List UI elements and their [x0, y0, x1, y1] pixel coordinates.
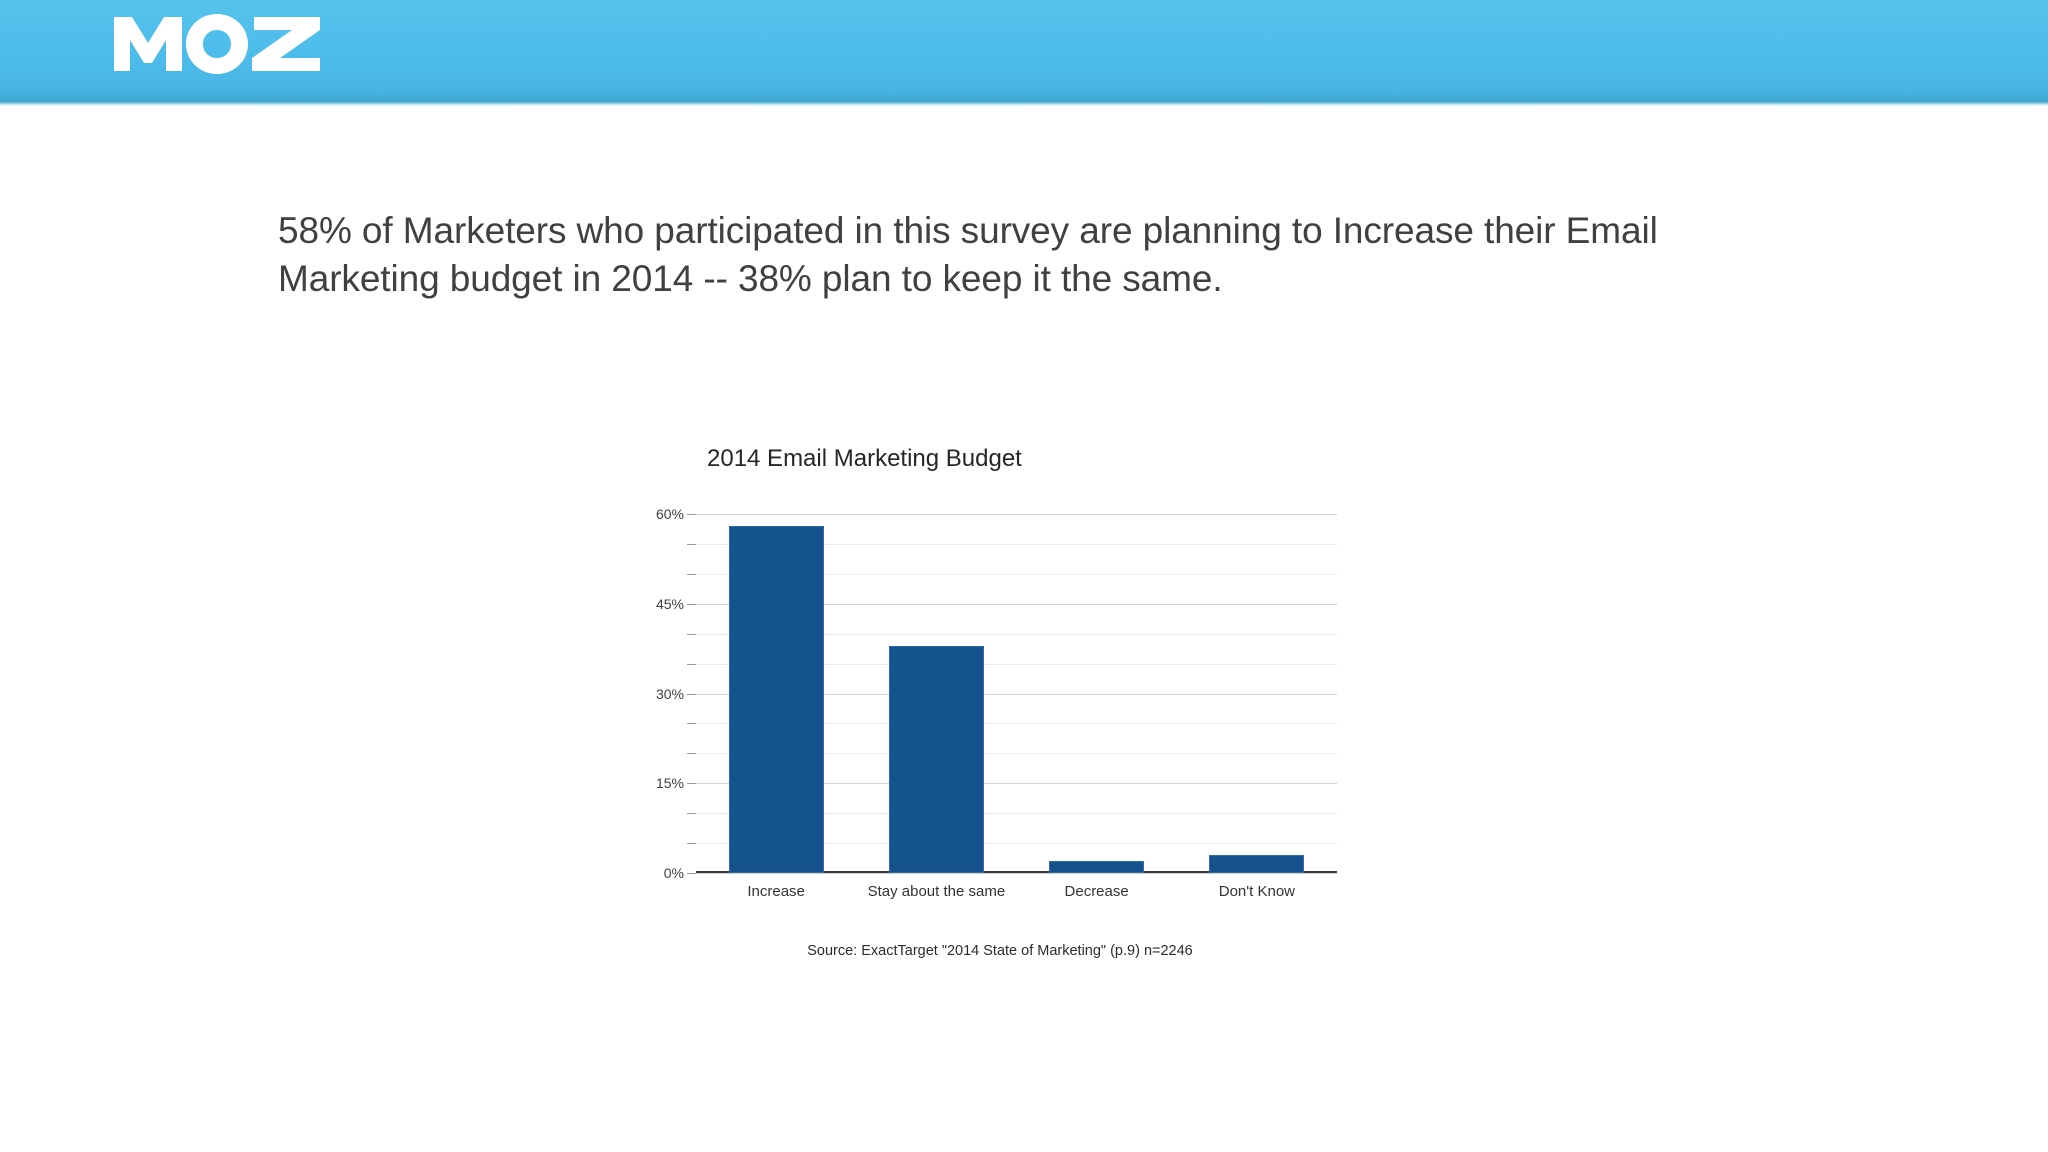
x-axis-label: Stay about the same: [867, 883, 1006, 900]
y-axis-tick: [687, 543, 696, 545]
y-axis-tick-label: 45%: [655, 595, 684, 612]
moz-logo[interactable]: [112, 13, 324, 75]
gridline-minor: [696, 573, 1337, 575]
y-axis-tick-label: 30%: [655, 685, 684, 702]
gridline-major: [696, 603, 1337, 605]
gridline-minor: [696, 843, 1337, 845]
y-axis-tick: [687, 633, 696, 635]
chart-container: 2014 Email Marketing Budget 0% 15% 30% 45% 6…: [640, 430, 1360, 970]
x-axis-label: Don't Know: [1218, 883, 1295, 900]
gridline-minor: [696, 663, 1337, 665]
gridline-major: [696, 873, 1337, 874]
y-axis-tick: [687, 813, 696, 815]
gridline-minor: [696, 633, 1337, 635]
y-axis-tick: [687, 693, 696, 695]
gridline-minor: [696, 543, 1337, 545]
y-axis-tick: [687, 723, 696, 725]
y-axis-tick-label: 0%: [663, 865, 684, 881]
header-band: [0, 0, 2048, 101]
gridline-major: [696, 783, 1337, 785]
y-axis-labels: 0% 15% 30% 45% 60%: [640, 506, 684, 881]
y-axis-tick-label: 60%: [655, 506, 684, 522]
plot-area: [687, 514, 1337, 874]
bar-stay-about-the-same[interactable]: [888, 645, 984, 873]
x-axis-label: Increase: [747, 883, 805, 900]
bar-increase[interactable]: [728, 525, 824, 873]
chart-title: 2014 Email Marketing Budget: [707, 445, 1022, 472]
header-bottom-edge: [0, 101, 2048, 106]
y-axis-tick: [687, 843, 696, 845]
gridline-minor: [696, 753, 1337, 755]
x-axis-label: Decrease: [1064, 883, 1129, 900]
gridline-minor: [696, 723, 1337, 725]
bar-decrease[interactable]: [1049, 861, 1145, 873]
bar-don-t-know[interactable]: [1209, 855, 1305, 873]
y-axis-tick: [687, 783, 696, 785]
gridline-major: [696, 514, 1337, 515]
y-axis-tick: [687, 514, 696, 515]
gridline-major: [696, 693, 1337, 695]
y-axis-tick: [687, 573, 696, 575]
y-axis-tick: [687, 873, 696, 874]
page-title: 58% of Marketers who participated in thi…: [278, 210, 1658, 299]
y-axis-tick: [687, 663, 696, 665]
source-note: Source: ExactTarget "2014 State of Marke…: [807, 943, 1193, 959]
x-axis-line: [696, 871, 1337, 874]
y-axis-tick: [687, 753, 696, 755]
gridline-minor: [696, 813, 1337, 815]
y-axis-tick: [687, 603, 696, 605]
y-axis-tick-label: 15%: [655, 775, 684, 792]
